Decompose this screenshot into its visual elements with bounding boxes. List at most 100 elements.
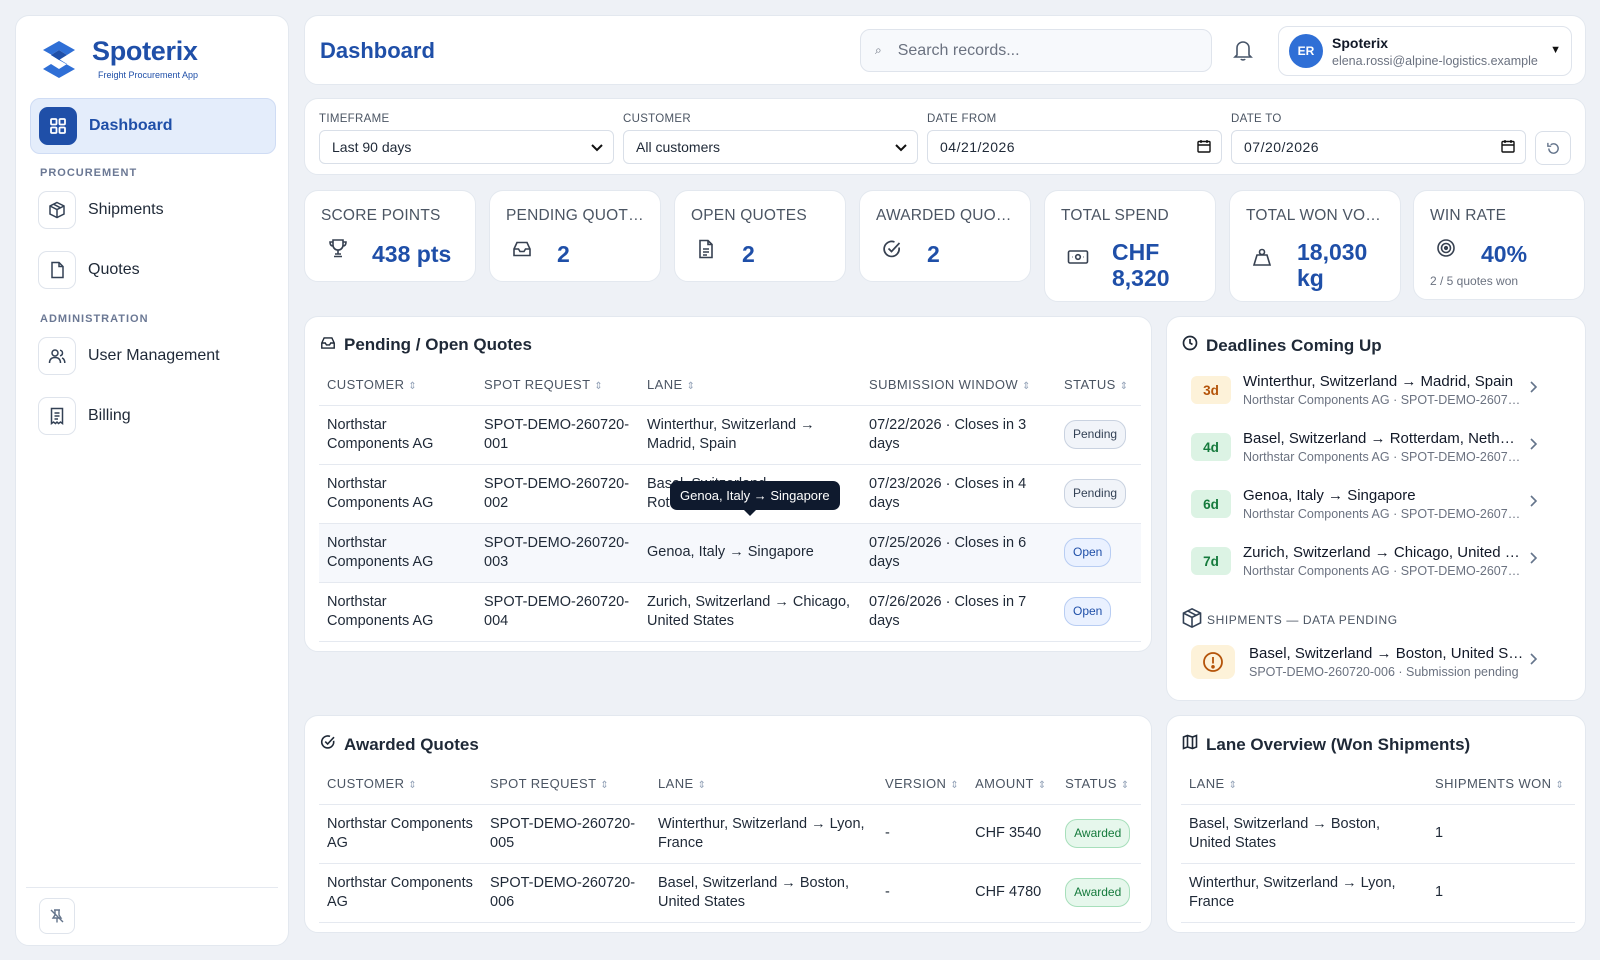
page-title: Dashboard — [320, 38, 435, 63]
banknote-icon — [1067, 249, 1089, 270]
column-header-status[interactable]: STATUS ⇕ — [1056, 365, 1141, 406]
sidebar: Spoterix Freight Procurement App Dashboa… — [15, 15, 289, 946]
lane-tooltip: Genoa, Italy → Singapore — [670, 481, 840, 516]
logo-icon — [43, 41, 75, 78]
cell-window: 07/25/2026 · Closes in 6 days — [861, 523, 1056, 583]
awarded-title: Awarded Quotes — [344, 734, 479, 754]
cell-spot-request: SPOT-DEMO-260720-004 — [476, 582, 639, 642]
sidebar-item-label: Quotes — [88, 261, 140, 278]
column-header-amount[interactable]: AMOUNT ⇕ — [967, 764, 1058, 805]
search-input[interactable] — [897, 41, 1188, 60]
table-row[interactable]: Northstar Components AG SPOT-DEMO-260720… — [319, 405, 1141, 465]
notifications-button[interactable] — [1232, 38, 1254, 67]
kpi-value: 2 — [557, 241, 570, 267]
sidebar-item-user-management[interactable]: User Management — [30, 328, 276, 384]
deadline-item[interactable]: 6d Genoa, Italy → Singapore Northstar Co… — [1179, 478, 1549, 530]
sidebar-item-label: Dashboard — [89, 117, 173, 134]
cell-version: - — [877, 863, 968, 923]
package-icon — [38, 191, 76, 229]
column-header-version[interactable]: VERSION ⇕ — [877, 764, 968, 805]
deadline-item[interactable]: 4d Basel, Switzerland → Rotterdam, Nethe… — [1179, 421, 1549, 473]
kpi-open-quotes: OPEN QUOTES 2 — [674, 190, 846, 282]
timeframe-select[interactable]: Last 90 days — [319, 130, 614, 164]
cell-lane: Basel, Switzerland → Boston, United Stat… — [1181, 804, 1427, 864]
column-header-lane[interactable]: LANE ⇕ — [639, 365, 861, 406]
column-header-spot-request[interactable]: SPOT REQUEST ⇕ — [482, 764, 650, 805]
date-to-label: DATE TO — [1231, 113, 1282, 125]
awarded-quotes-panel: Awarded Quotes CUSTOMER ⇕ SPOT REQUEST ⇕ L… — [304, 715, 1152, 933]
table-header-row: CUSTOMER ⇕ SPOT REQUEST ⇕ LANE ⇕ VERSION ⇕ A… — [319, 764, 1141, 805]
sidebar-item-dashboard[interactable]: Dashboard — [30, 98, 276, 154]
calendar-icon[interactable] — [1197, 139, 1211, 156]
customer-select[interactable]: All customers — [623, 130, 918, 164]
column-header-lane[interactable]: LANE ⇕ — [650, 764, 877, 805]
panel-title: Lane Overview (Won Shipments) — [1182, 734, 1470, 755]
column-header-submission-window[interactable]: SUBMISSION WINDOW ⇕ — [861, 365, 1056, 406]
reset-filters-button[interactable] — [1535, 131, 1571, 165]
sidebar-item-quotes[interactable]: Quotes — [30, 242, 276, 298]
pending-shipment-item[interactable]: Basel, Switzerland → Boston, United Stat… — [1179, 636, 1549, 688]
column-header-spot-request[interactable]: SPOT REQUEST ⇕ — [476, 365, 639, 406]
clock-icon — [1182, 335, 1198, 356]
cell-status: Awarded — [1057, 804, 1141, 864]
table-row[interactable]: Northstar Components AG SPOT-DEMO-260720… — [319, 804, 1141, 864]
pending-sub: SPOT-DEMO-260720-006 · Submission pendin… — [1249, 665, 1519, 679]
cell-version: - — [877, 804, 968, 864]
kpi-value-line2: kg — [1297, 265, 1324, 291]
sidebar-item-billing[interactable]: Billing — [30, 388, 276, 444]
deadline-sub: Northstar Components AG · SPOT-DEMO-2607… — [1243, 507, 1523, 521]
status-badge: Open — [1064, 538, 1112, 567]
deadline-item[interactable]: 3d Winterthur, Switzerland → Madrid, Spa… — [1179, 364, 1549, 416]
deadline-sub: Northstar Components AG · SPOT-DEMO-2607… — [1243, 450, 1523, 464]
column-header-status[interactable]: STATUS ⇕ — [1057, 764, 1141, 805]
cell-spot-request: SPOT-DEMO-260720-001 — [476, 405, 639, 465]
unpin-sidebar-button[interactable] — [39, 898, 75, 934]
table-row[interactable]: Northstar Components AG SPOT-DEMO-260720… — [319, 863, 1141, 923]
deadlines-panel: Deadlines Coming Up 3d Winterthur, Switz… — [1166, 316, 1586, 701]
cell-status: Pending — [1056, 405, 1141, 465]
cell-lane: Zurich, Switzerland → Chicago, United St… — [639, 582, 861, 642]
target-icon — [1436, 238, 1456, 263]
table-row[interactable]: Winterthur, Switzerland → Lyon, France 1 — [1181, 863, 1575, 923]
column-header-shipments-won[interactable]: SHIPMENTS WON ⇕ — [1427, 764, 1575, 805]
chevron-right-icon — [1529, 437, 1539, 456]
timeframe-filter: TIMEFRAME Last 90 days — [319, 113, 614, 164]
table-header-row: LANE ⇕ SHIPMENTS WON ⇕ — [1181, 764, 1575, 805]
app-tagline: Freight Procurement App — [98, 70, 199, 80]
chevron-right-icon — [1529, 380, 1539, 399]
column-header-lane[interactable]: LANE ⇕ — [1181, 764, 1427, 805]
cell-customer: Northstar Components AG — [319, 804, 482, 864]
user-menu[interactable]: ER Spoterix elena.rossi@alpine-logistics… — [1278, 26, 1572, 76]
refresh-icon — [1546, 142, 1559, 154]
date-to-value: 07/20/2026 — [1244, 139, 1320, 155]
cell-spot-request: SPOT-DEMO-260720-003 — [476, 523, 639, 583]
weight-icon — [1252, 247, 1272, 272]
cell-customer: Northstar Components AG — [319, 582, 476, 642]
search-icon: ⌕ — [875, 43, 882, 57]
column-header-customer[interactable]: CUSTOMER ⇕ — [319, 365, 476, 406]
search-box[interactable]: ⌕ — [860, 29, 1212, 72]
table-row[interactable]: Northstar Components AG SPOT-DEMO-260720… — [319, 582, 1141, 642]
date-to-input[interactable]: 07/20/2026 — [1231, 130, 1526, 164]
kpi-label: TOTAL WON VOLUME — [1246, 207, 1384, 224]
pending-header-label: SHIPMENTS — DATA PENDING — [1207, 612, 1398, 627]
users-icon — [38, 337, 76, 375]
sidebar-item-label: Billing — [88, 407, 131, 424]
app-logo[interactable]: Spoterix Freight Procurement App — [38, 38, 198, 80]
column-header-customer[interactable]: CUSTOMER ⇕ — [319, 764, 482, 805]
calendar-icon[interactable] — [1501, 139, 1515, 156]
table-row[interactable]: Basel, Switzerland → Boston, United Stat… — [1181, 804, 1575, 864]
pending-table: CUSTOMER ⇕ SPOT REQUEST ⇕ LANE ⇕ SUBMISSION… — [319, 365, 1141, 642]
grid-icon — [39, 107, 77, 145]
deadline-item[interactable]: 7d Zurich, Switzerland → Chicago, United… — [1179, 535, 1549, 587]
document-icon — [697, 239, 715, 264]
date-from-input[interactable]: 04/21/2026 — [927, 130, 1222, 164]
deadline-sub: Northstar Components AG · SPOT-DEMO-2607… — [1243, 564, 1523, 578]
sidebar-item-shipments[interactable]: Shipments — [30, 182, 276, 238]
status-badge: Awarded — [1065, 878, 1131, 907]
table-row[interactable]: Northstar Components AG SPOT-DEMO-260720… — [319, 523, 1141, 583]
cell-spot-request: SPOT-DEMO-260720-002 — [476, 464, 639, 524]
kpi-value-line1: CHF — [1112, 239, 1160, 265]
pin-off-icon — [50, 909, 64, 923]
cell-customer: Northstar Components AG — [319, 863, 482, 923]
